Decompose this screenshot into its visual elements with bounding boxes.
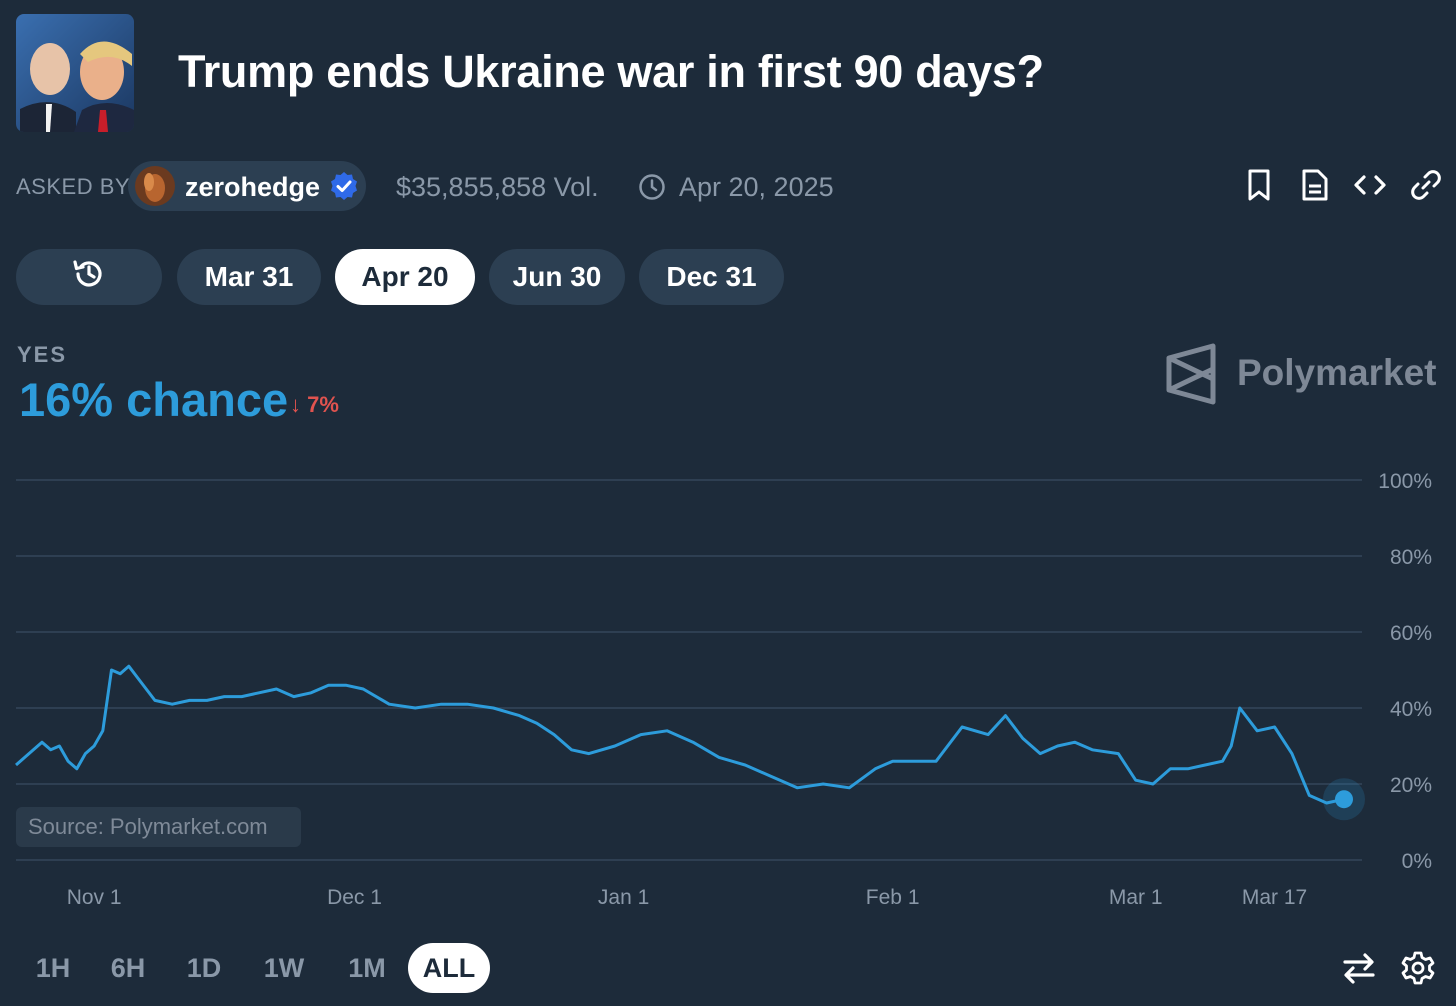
- y-tick-label: 100%: [1378, 470, 1432, 493]
- polymarket-logo-icon: [1164, 343, 1218, 405]
- document-icon[interactable]: [1298, 168, 1332, 202]
- date-pill-dec-31[interactable]: Dec 31: [639, 249, 784, 305]
- x-tick-label: Mar 17: [1242, 886, 1307, 909]
- username[interactable]: zerohedge: [185, 172, 321, 202]
- range-6h[interactable]: 6H: [110, 952, 146, 983]
- bookmark-icon[interactable]: [1242, 168, 1276, 202]
- x-tick-label: Dec 1: [327, 886, 382, 909]
- market-title: Trump ends Ukraine war in first 90 days?: [178, 46, 1044, 97]
- range-1d[interactable]: 1D: [186, 952, 222, 983]
- delta-value: 7%: [307, 392, 339, 417]
- verified-badge-icon: [328, 170, 360, 202]
- asked-by-label: ASKED BY: [16, 174, 131, 199]
- y-tick-label: 0%: [1402, 850, 1432, 873]
- range-1m[interactable]: 1M: [348, 952, 386, 983]
- range-1h[interactable]: 1H: [35, 952, 71, 983]
- history-icon: [71, 256, 107, 299]
- current-point: [1335, 790, 1353, 809]
- volume: $35,855,858 Vol.: [396, 172, 599, 202]
- arrow-down-icon: ↓: [290, 392, 301, 417]
- range-all[interactable]: ALL: [408, 943, 490, 993]
- x-tick-label: Nov 1: [67, 886, 122, 909]
- swap-arrows-icon[interactable]: [1341, 950, 1377, 986]
- chance-delta: ↓ 7%: [290, 392, 339, 418]
- date-pill-apr-20[interactable]: Apr 20: [335, 249, 475, 305]
- source-label: Source: Polymarket.com: [16, 807, 301, 847]
- settings-gear-icon[interactable]: [1400, 950, 1436, 986]
- link-icon[interactable]: [1409, 168, 1443, 202]
- y-tick-label: 40%: [1390, 698, 1432, 721]
- end-date: Apr 20, 2025: [679, 172, 834, 202]
- series-line: [15, 664, 1345, 805]
- avatar[interactable]: [135, 166, 175, 206]
- chance-value: 16% chance: [19, 373, 289, 426]
- range-1w[interactable]: 1W: [263, 952, 305, 983]
- polymarket-brand: Polymarket: [1237, 352, 1437, 393]
- history-button[interactable]: [16, 249, 162, 305]
- date-pill-jun-30[interactable]: Jun 30: [489, 249, 625, 305]
- y-tick-label: 60%: [1390, 622, 1432, 645]
- x-tick-label: Jan 1: [598, 886, 649, 909]
- y-tick-label: 80%: [1390, 546, 1432, 569]
- x-tick-label: Mar 1: [1109, 886, 1163, 909]
- price-chart[interactable]: 100% 80% 60% 40% 20% 0% Nov 1 Dec 1 Jan 1 Feb 1 M…: [0, 440, 1456, 920]
- y-tick-label: 20%: [1390, 774, 1432, 797]
- x-tick-label: Feb 1: [866, 886, 920, 909]
- embed-code-icon[interactable]: [1353, 168, 1387, 202]
- clock-icon: [638, 173, 666, 201]
- outcome-label: YES: [17, 342, 68, 367]
- date-pill-mar-31[interactable]: Mar 31: [177, 249, 321, 305]
- market-thumbnail: [16, 14, 134, 132]
